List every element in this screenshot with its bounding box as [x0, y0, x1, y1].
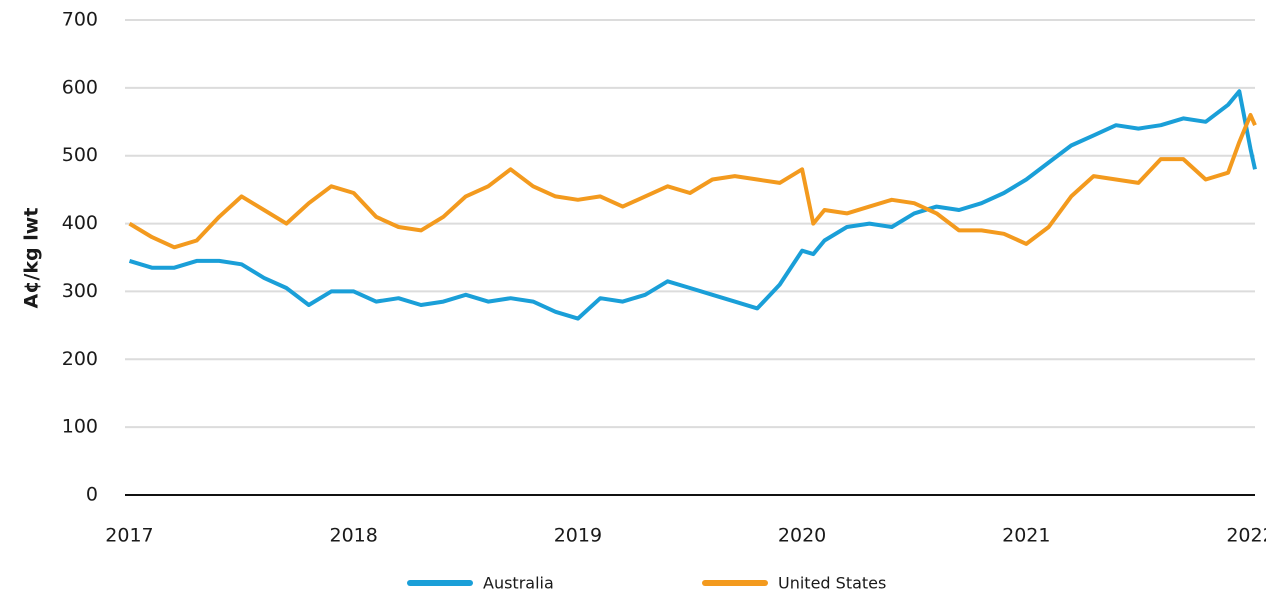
x-tick-label: 2020	[778, 525, 826, 547]
y-tick-label: 100	[62, 416, 98, 438]
x-tick-label: 2022	[1226, 525, 1266, 547]
y-axis-title: A¢/kg lwt	[21, 208, 43, 309]
y-tick-label: 0	[86, 484, 98, 506]
series-line	[128, 89, 1257, 321]
y-tick-label: 700	[62, 9, 98, 31]
legend-label: Australia	[483, 574, 554, 593]
y-tick-label: 400	[62, 212, 98, 234]
x-tick-label: 2019	[554, 525, 602, 547]
x-tick-label: 2017	[105, 525, 153, 547]
y-tick-label: 200	[62, 348, 98, 370]
y-tick-label: 300	[62, 280, 98, 302]
x-tick-label: 2021	[1002, 525, 1050, 547]
series-line	[128, 113, 1257, 250]
legend-label: United States	[778, 574, 886, 593]
y-tick-label: 500	[62, 144, 98, 166]
x-tick-label: 2018	[330, 525, 378, 547]
y-tick-label: 600	[62, 76, 98, 98]
